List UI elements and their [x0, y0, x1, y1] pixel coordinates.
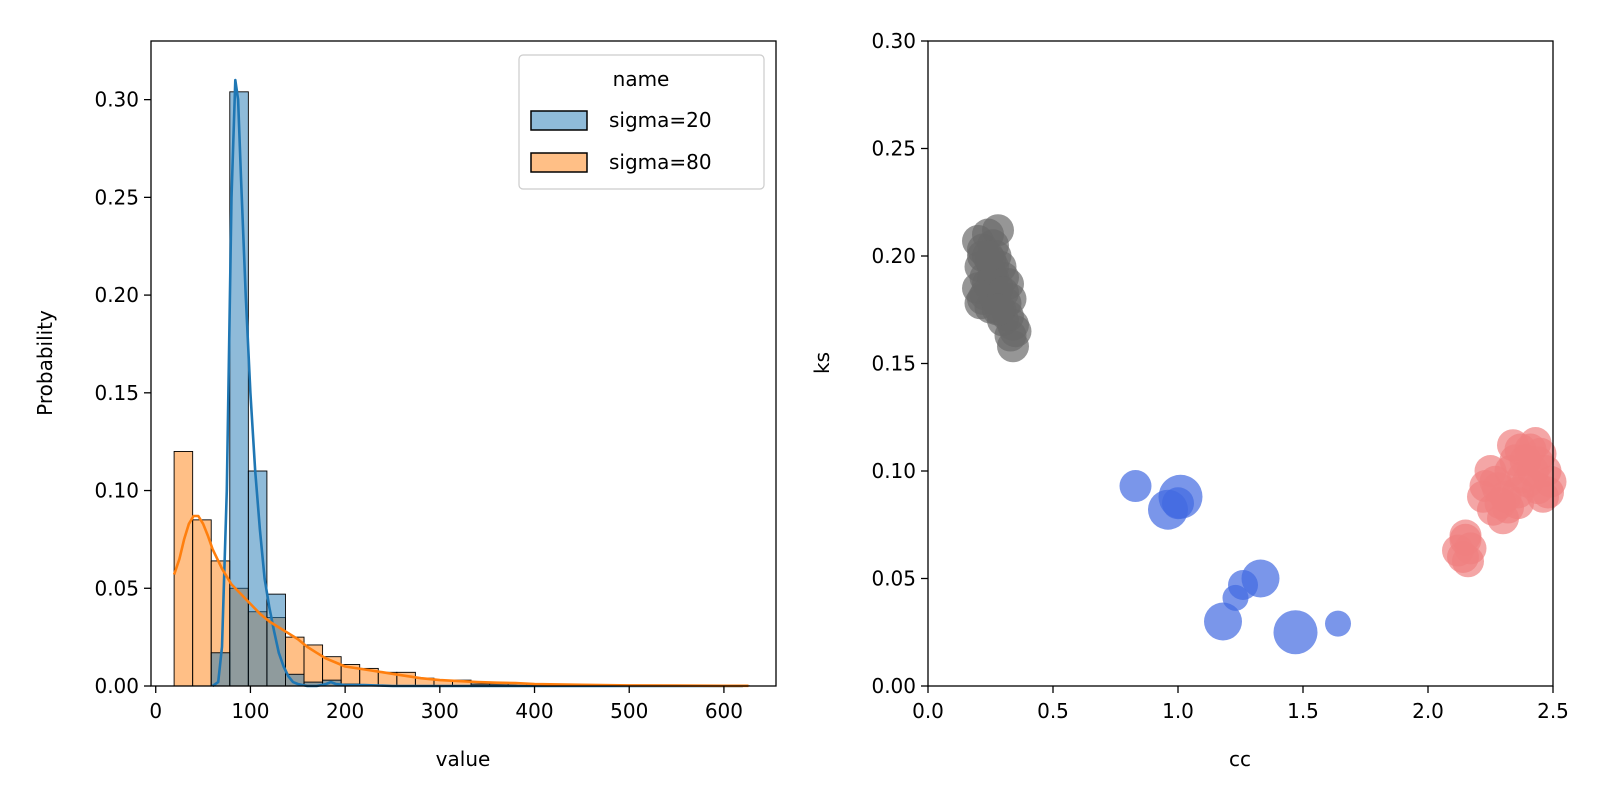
y-tick-label: 0.20 — [94, 283, 139, 307]
histogram-x-axis-label: value — [436, 747, 491, 771]
x-tick-label: 0.0 — [912, 699, 944, 723]
kde-curves — [172, 78, 749, 688]
legend-label-sigma20: sigma=20 — [609, 108, 712, 132]
scatter-point — [1119, 470, 1152, 503]
y-tick-label: 0.00 — [871, 674, 916, 698]
histogram-legend: name sigma=20 sigma=80 — [518, 54, 765, 190]
y-tick-label: 0.30 — [94, 88, 139, 112]
y-tick-label: 0.15 — [94, 381, 139, 405]
scatter-point — [972, 240, 1004, 272]
x-tick-label: 300 — [421, 699, 459, 723]
x-tick-label: 2.0 — [1412, 699, 1444, 723]
legend-swatch-sigma20 — [530, 110, 588, 131]
scatter-point — [1273, 610, 1318, 655]
histogram-bars — [173, 91, 750, 687]
x-axis-ticks: 0 100 200 300 400 500 600 — [149, 686, 743, 723]
x-tick-label: 0 — [149, 699, 162, 723]
scatter-point — [997, 330, 1029, 363]
legend-label-sigma80: sigma=80 — [609, 150, 712, 174]
scatter-point — [1241, 559, 1280, 598]
histogram-axes-frame — [150, 40, 777, 687]
scatter-panel: 0.0 0.5 1.0 1.5 2.0 2.5 0.000.050.100.150.200… — [810, 29, 1569, 771]
scatter-point — [1325, 610, 1351, 637]
scatter-point — [1449, 519, 1482, 552]
scatter-y-axis-label: ks — [810, 352, 834, 374]
scatter-axes-frame — [927, 40, 1554, 687]
scatter-point — [1522, 446, 1554, 479]
x-tick-label: 500 — [610, 699, 648, 723]
scatter-point — [1527, 480, 1559, 513]
y-tick-label: 0.15 — [871, 352, 916, 376]
histogram-bar — [192, 519, 212, 687]
scatter-x-axis-ticks: 0.0 0.5 1.0 1.5 2.0 2.5 — [912, 686, 1569, 723]
x-tick-label: 200 — [326, 699, 364, 723]
y-tick-label: 0.30 — [871, 29, 916, 53]
y-tick-label: 0.25 — [94, 185, 139, 209]
x-tick-label: 400 — [515, 699, 553, 723]
y-axis-ticks: 0.00 0.05 0.10 0.15 0.20 0.25 0.30 — [94, 88, 151, 698]
y-tick-label: 0.10 — [94, 479, 139, 503]
histogram-y-axis-label: Probability — [33, 310, 57, 416]
scatter-x-axis-label: cc — [1229, 747, 1251, 771]
histogram-panel: 0 100 200 300 400 500 600 0.00 0.05 0.10 0.15 0.20… — [33, 40, 777, 771]
scatter-point — [1502, 487, 1534, 520]
scatter-point — [982, 293, 1014, 326]
scatter-point — [1204, 602, 1242, 641]
legend-title: name — [613, 67, 670, 91]
kde-line — [172, 514, 749, 688]
x-tick-label: 1.5 — [1287, 699, 1319, 723]
x-tick-label: 1.0 — [1162, 699, 1194, 723]
y-tick-label: 0.20 — [871, 244, 916, 268]
y-tick-label: 0.10 — [871, 459, 916, 483]
x-tick-label: 2.5 — [1537, 699, 1569, 723]
kde-line — [211, 78, 743, 688]
x-tick-label: 600 — [705, 699, 743, 723]
x-tick-label: 0.5 — [1037, 699, 1069, 723]
scatter-points — [962, 214, 1567, 655]
y-tick-label: 0.05 — [94, 576, 139, 600]
legend-swatch-sigma80 — [530, 152, 588, 173]
scatter-point — [1162, 487, 1194, 520]
scatter-y-axis-ticks: 0.00 0.05 0.10 0.15 0.20 0.25 0.30 — [871, 29, 928, 698]
y-tick-label: 0.25 — [871, 137, 916, 161]
y-tick-label: 0.05 — [871, 567, 916, 591]
x-tick-label: 100 — [231, 699, 269, 723]
y-tick-label: 0.00 — [94, 674, 139, 698]
scatter-point — [1497, 429, 1529, 462]
